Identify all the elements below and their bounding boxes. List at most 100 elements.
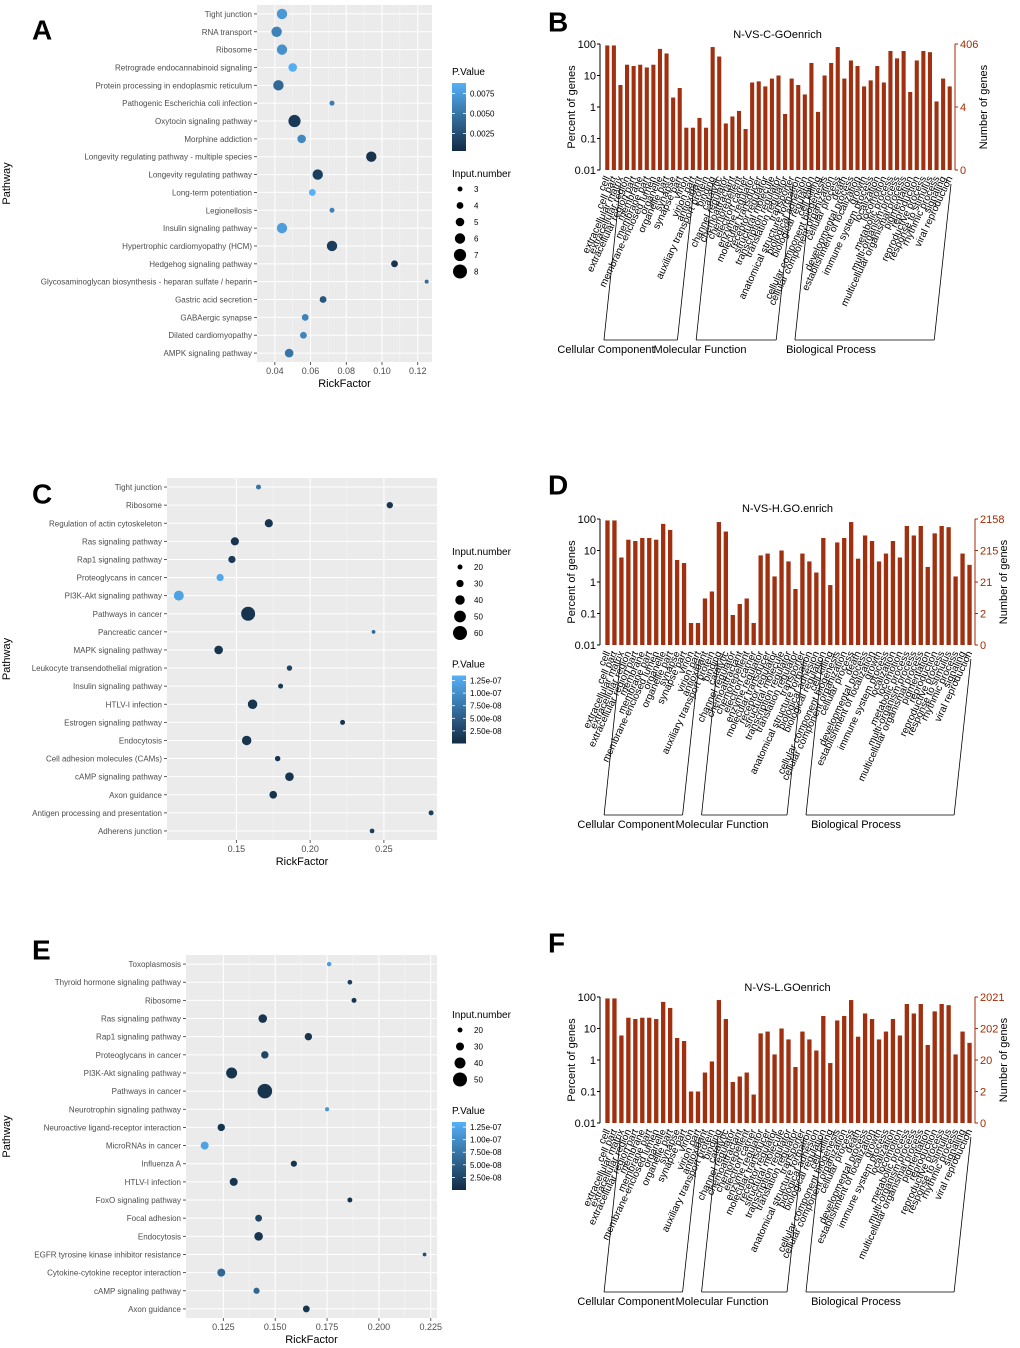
left-tick-label: 0.01 <box>575 165 596 177</box>
bar <box>743 129 748 170</box>
pathway-label: Dilated cardiomyopathy <box>168 331 252 340</box>
color-legend-label: 2.50e-08 <box>470 727 502 736</box>
size-legend-key <box>454 1057 466 1069</box>
pathway-label: HTLV-I infection <box>125 1178 181 1187</box>
right-axis-title: Number of genes <box>998 539 1010 624</box>
data-point <box>276 44 288 55</box>
color-bar <box>452 675 466 744</box>
bar <box>717 56 722 170</box>
bar <box>664 53 669 170</box>
pathway-label: Retrograde endocannabinoid signaling <box>115 63 252 72</box>
bar <box>960 553 965 645</box>
bar <box>829 62 834 170</box>
bar <box>765 1031 770 1123</box>
pathway-label: Axon guidance <box>128 1305 181 1314</box>
bar <box>661 1001 666 1123</box>
pathway-label: PI3K-Akt signaling pathway <box>84 1069 181 1078</box>
data-point <box>288 63 298 72</box>
x-tick-label: 0.08 <box>338 366 356 376</box>
size-legend-label: 5 <box>474 218 479 227</box>
bar <box>835 47 840 170</box>
bar <box>763 86 768 170</box>
data-point <box>329 100 335 106</box>
bar <box>862 535 868 645</box>
size-legend-key <box>456 579 464 588</box>
group-label: Molecular Function <box>676 819 769 831</box>
pathway-label: Neurotrophin signaling pathway <box>69 1105 181 1114</box>
data-point <box>254 1232 263 1241</box>
pathway-label: Long-term potentiation <box>172 188 252 197</box>
left-tick-label: 1 <box>590 577 596 589</box>
data-point <box>319 296 327 303</box>
bar <box>911 1013 916 1123</box>
pathway-label: MAPK signaling pathway <box>74 646 163 655</box>
bar <box>677 88 682 170</box>
data-point <box>324 1107 330 1112</box>
bar <box>835 1020 840 1123</box>
data-point <box>217 1268 226 1277</box>
bar <box>883 1031 889 1123</box>
bar <box>953 576 958 645</box>
pathway-label: AMPK signaling pathway <box>164 349 253 358</box>
chart-title: N-VS-H.GO.enrich <box>742 503 833 515</box>
plot-background <box>186 955 437 1318</box>
data-point <box>229 1177 238 1186</box>
bar <box>758 555 763 645</box>
plot-background <box>257 5 432 362</box>
panel-label-C: C <box>32 478 52 509</box>
bar <box>710 47 715 170</box>
bar <box>684 127 689 170</box>
bar <box>883 553 889 645</box>
pathway-label: Longevity regulating pathway - multiple … <box>84 153 252 162</box>
size-legend-label: 60 <box>474 629 483 638</box>
bar <box>633 1019 638 1123</box>
bar <box>918 525 923 645</box>
data-point <box>424 279 429 284</box>
color-legend-label: 7.50e-08 <box>470 702 502 711</box>
data-point <box>340 719 346 725</box>
right-tick-label: 21 <box>980 577 992 589</box>
bar <box>654 539 659 645</box>
bar <box>842 78 847 170</box>
size-legend-key <box>454 233 466 244</box>
pathway-label: GABAergic synapse <box>180 313 252 322</box>
bar <box>730 614 735 645</box>
bar <box>842 1015 847 1123</box>
left-tick-label: 10 <box>584 546 596 558</box>
data-point <box>173 590 184 601</box>
pathway-label: PI3K-Akt signaling pathway <box>65 592 162 601</box>
bar <box>640 1017 645 1123</box>
bar <box>709 1061 715 1123</box>
bar <box>695 622 701 645</box>
bar <box>647 537 652 645</box>
color-legend-label: 0.0050 <box>470 109 495 118</box>
bar <box>868 80 873 170</box>
pathway-label: MicroRNAs in cancer <box>106 1142 181 1151</box>
panel-label-E: E <box>32 934 51 965</box>
right-tick-label: 0 <box>960 165 966 177</box>
group-label: Biological Process <box>811 1296 901 1308</box>
x-tick-label: 0.15 <box>228 844 246 854</box>
bar <box>633 541 638 645</box>
data-point <box>329 207 335 213</box>
size-legend-label: 40 <box>474 596 483 605</box>
bar <box>897 557 903 645</box>
group-label: Cellular Component <box>577 1296 674 1308</box>
pathway-label: Rap1 signaling pathway <box>96 1033 181 1042</box>
size-legend-key <box>454 610 466 623</box>
plot-background <box>167 478 437 840</box>
right-tick-label: 20 <box>980 1055 992 1067</box>
bar <box>904 525 910 645</box>
y-axis-title: Pathway <box>1 1115 13 1158</box>
color-legend-label: 7.50e-08 <box>470 1148 502 1157</box>
size-legend-key <box>456 202 464 209</box>
bar <box>908 91 913 170</box>
y-axis-title: Pathway <box>1 162 13 205</box>
data-point <box>369 828 375 834</box>
data-point <box>347 1197 353 1203</box>
data-point <box>308 189 316 196</box>
pathway-label: Antigen processing and presentation <box>32 809 162 818</box>
pathway-label: Proteoglycans in cancer <box>96 1051 182 1060</box>
data-point <box>326 961 332 967</box>
data-point <box>253 1287 260 1294</box>
